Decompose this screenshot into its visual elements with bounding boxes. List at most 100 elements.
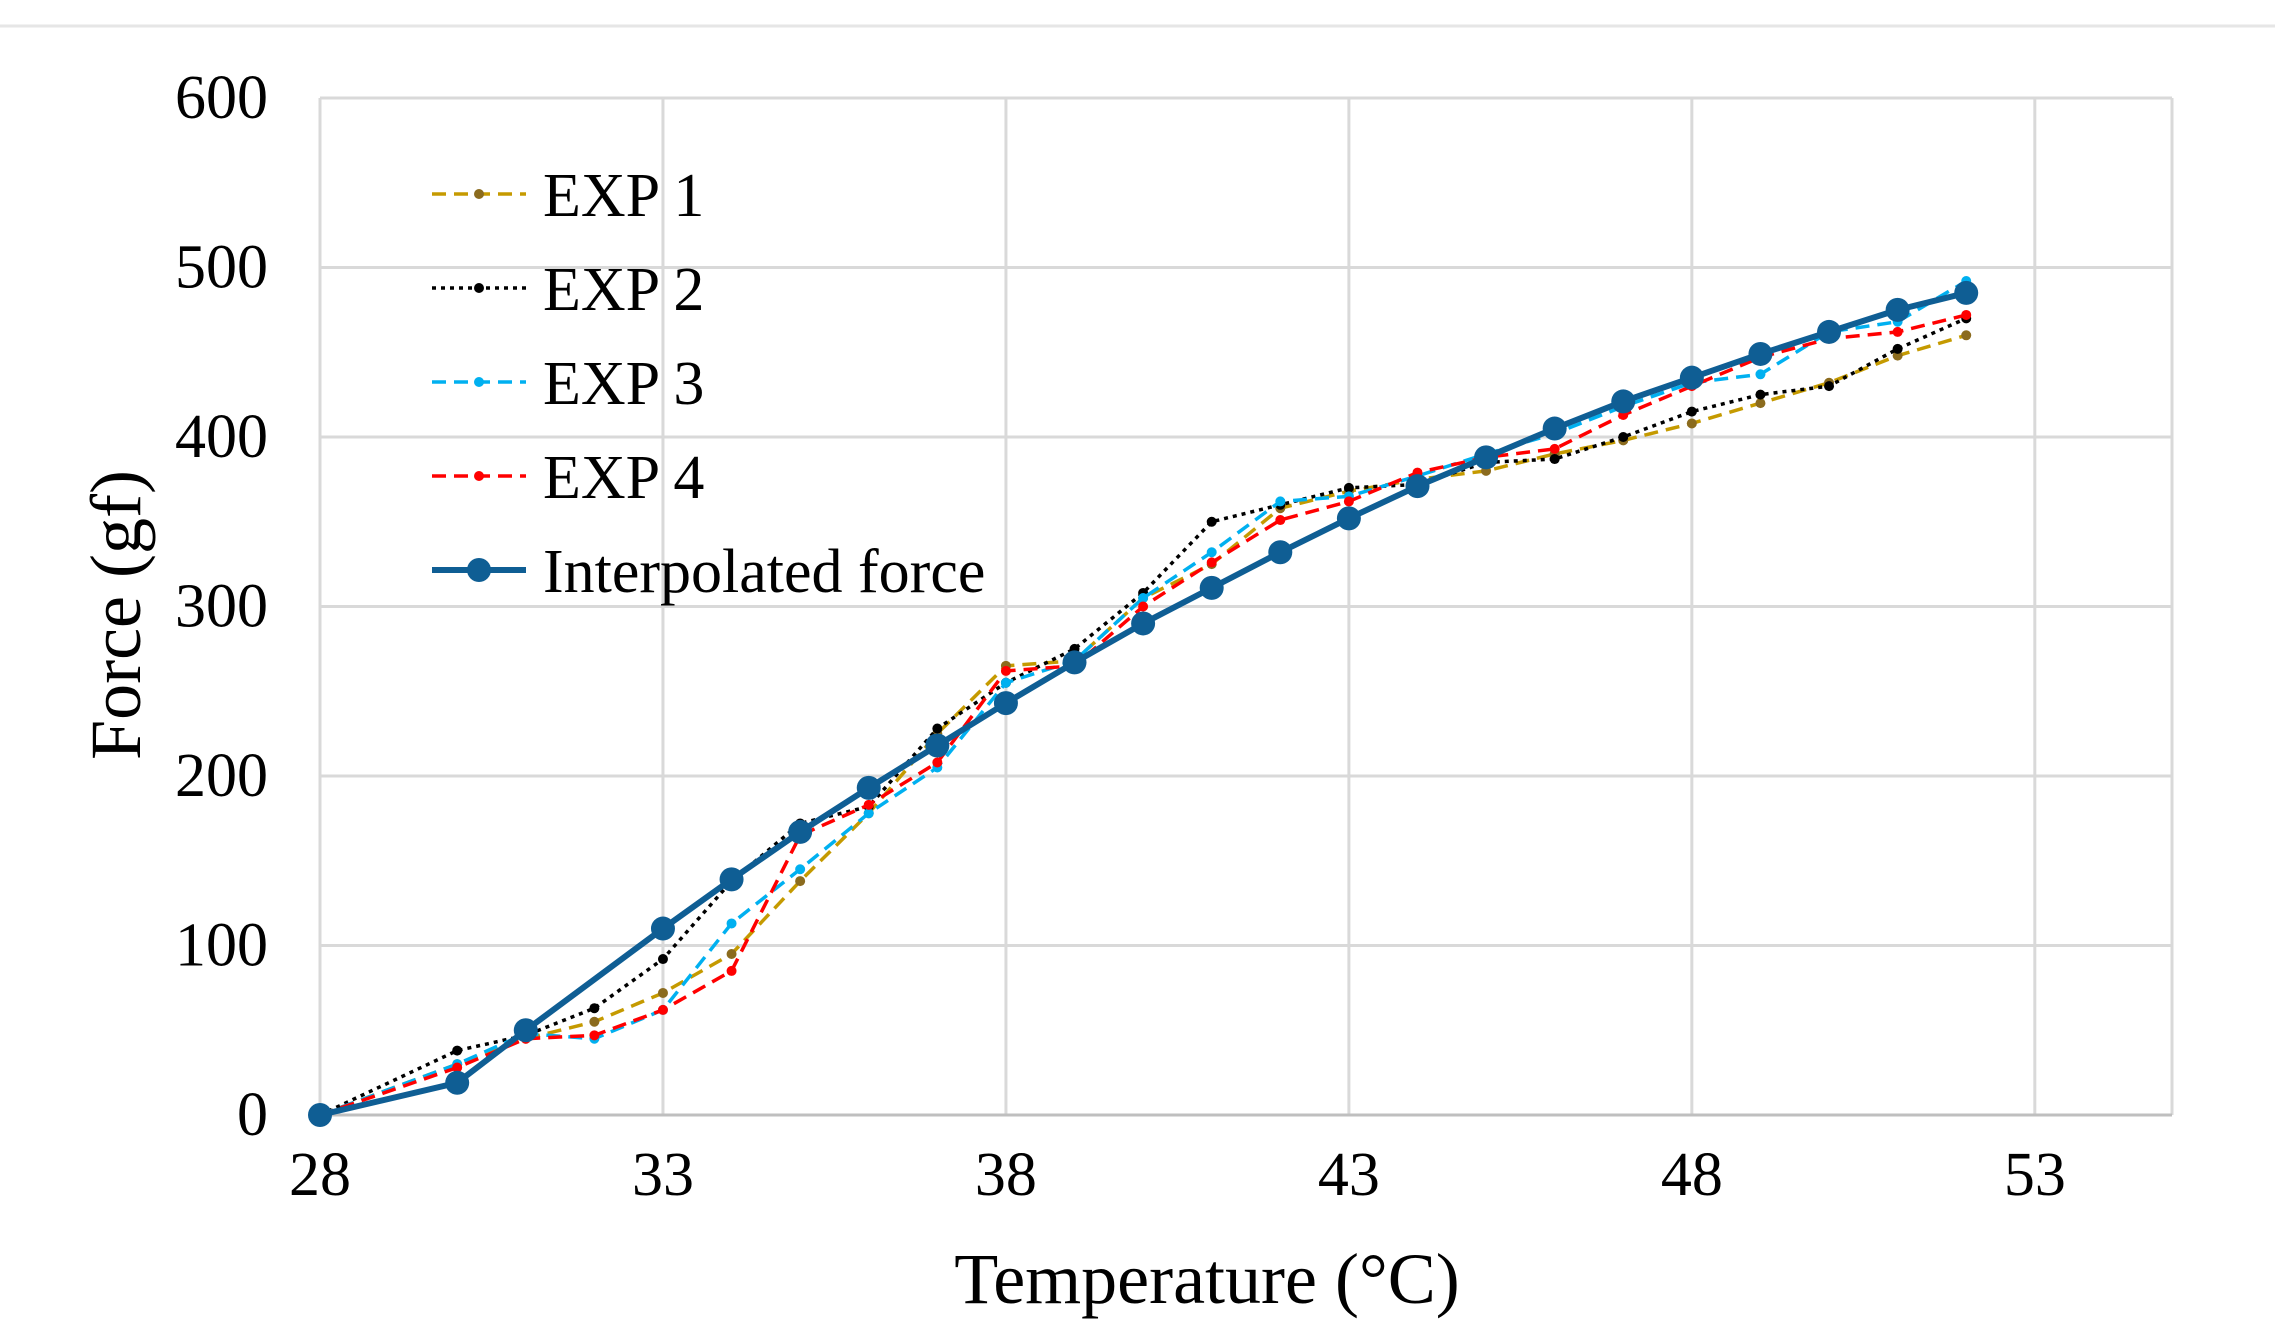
data-point xyxy=(308,1103,332,1127)
data-point xyxy=(657,1004,668,1015)
series-line xyxy=(319,316,1967,1117)
y-tick-label: 300 xyxy=(175,573,268,641)
y-tick-label: 400 xyxy=(175,403,268,471)
data-point xyxy=(1000,665,1011,676)
y-tick-label: 600 xyxy=(175,64,268,132)
data-point xyxy=(1138,601,1149,612)
data-point xyxy=(1549,454,1560,465)
legend-item: EXP 3 xyxy=(432,350,704,418)
data-point xyxy=(1474,445,1499,470)
data-point xyxy=(726,965,737,976)
grid xyxy=(318,96,2174,1115)
data-point xyxy=(1405,474,1430,499)
data-point xyxy=(1343,482,1354,493)
series-layer xyxy=(308,276,1979,1127)
data-point xyxy=(863,808,874,819)
data-point xyxy=(1817,319,1842,344)
data-point xyxy=(1954,280,1979,305)
data-point xyxy=(1062,650,1087,675)
data-point xyxy=(589,1016,600,1027)
data-point xyxy=(788,819,813,844)
data-point xyxy=(925,733,950,758)
data-point xyxy=(795,876,806,887)
data-point xyxy=(650,916,675,941)
data-point xyxy=(1611,389,1636,414)
data-point xyxy=(726,918,737,929)
data-point xyxy=(657,987,668,998)
data-point xyxy=(1618,432,1629,442)
legend-label: EXP 3 xyxy=(543,350,704,418)
data-point xyxy=(452,1062,463,1073)
legend: EXP 1 EXP 2 EXP 3 EXP 4 Interpolated force xyxy=(432,162,985,606)
data-point xyxy=(1748,341,1773,366)
data-point xyxy=(1755,369,1766,380)
data-point xyxy=(719,867,744,892)
legend-label: EXP 1 xyxy=(543,162,704,230)
legend-item: EXP 4 xyxy=(432,444,704,512)
x-tick-label: 43 xyxy=(1318,1141,1380,1209)
y-tick-label: 200 xyxy=(175,742,268,810)
x-tick-label: 48 xyxy=(1661,1141,1723,1209)
data-point xyxy=(589,1030,600,1041)
data-point xyxy=(993,691,1018,716)
data-point xyxy=(1138,593,1149,604)
data-point xyxy=(1268,540,1293,565)
data-point xyxy=(1549,443,1560,454)
data-point xyxy=(1824,381,1835,392)
legend-swatch-marker xyxy=(474,471,484,481)
legend-label: EXP 2 xyxy=(543,256,704,324)
y-tick-label: 0 xyxy=(237,1081,268,1149)
legend-swatch-marker xyxy=(474,283,484,293)
data-point xyxy=(657,954,668,965)
data-point xyxy=(1199,575,1224,600)
x-tick-label: 38 xyxy=(975,1141,1037,1209)
data-point xyxy=(863,799,874,810)
data-point xyxy=(726,948,737,959)
data-point xyxy=(1686,406,1697,417)
legend-item: EXP 2 xyxy=(432,256,704,324)
legend-swatch-marker xyxy=(474,189,484,199)
legend-label: Interpolated force xyxy=(543,538,985,606)
data-point xyxy=(1686,418,1697,429)
x-tick-label: 53 xyxy=(2004,1141,2066,1209)
data-point xyxy=(1131,611,1156,636)
data-point xyxy=(1206,516,1217,527)
data-point xyxy=(1679,365,1704,390)
data-point xyxy=(1755,398,1766,409)
data-point xyxy=(1755,389,1766,400)
data-point xyxy=(856,775,881,800)
legend-swatch-marker xyxy=(474,377,484,387)
series-4 xyxy=(308,280,1979,1127)
series-line xyxy=(319,313,1967,1117)
data-point xyxy=(932,723,943,734)
data-point xyxy=(1885,297,1910,322)
legend-item: EXP 1 xyxy=(432,162,704,230)
y-tick-label: 100 xyxy=(175,912,268,980)
series-line xyxy=(319,333,1967,1117)
data-point xyxy=(1343,496,1354,507)
axes: 0 100 200 300 400 500 600 28 33 38 43 48 53 xyxy=(175,64,2172,1209)
x-axis-title: Temperature (°C) xyxy=(954,1239,1460,1319)
y-axis-title: Force (gf) xyxy=(76,470,156,760)
data-point xyxy=(1892,326,1903,337)
legend-swatch-marker xyxy=(467,558,491,582)
series-3 xyxy=(315,309,1972,1120)
legend-item: Interpolated force xyxy=(432,538,985,606)
data-point xyxy=(513,1018,538,1043)
data-point xyxy=(1961,330,1972,341)
data-point xyxy=(1336,506,1361,531)
data-point xyxy=(445,1070,470,1095)
y-tick-label: 500 xyxy=(175,234,268,302)
data-point xyxy=(932,757,943,768)
data-point xyxy=(1206,547,1217,558)
data-point xyxy=(589,1003,600,1014)
legend-label: EXP 4 xyxy=(543,444,704,512)
data-point xyxy=(1892,343,1903,354)
data-point xyxy=(1275,515,1286,526)
data-point xyxy=(1542,416,1567,441)
data-point xyxy=(1000,677,1011,688)
data-point xyxy=(1206,557,1217,568)
data-point xyxy=(1961,309,1972,320)
